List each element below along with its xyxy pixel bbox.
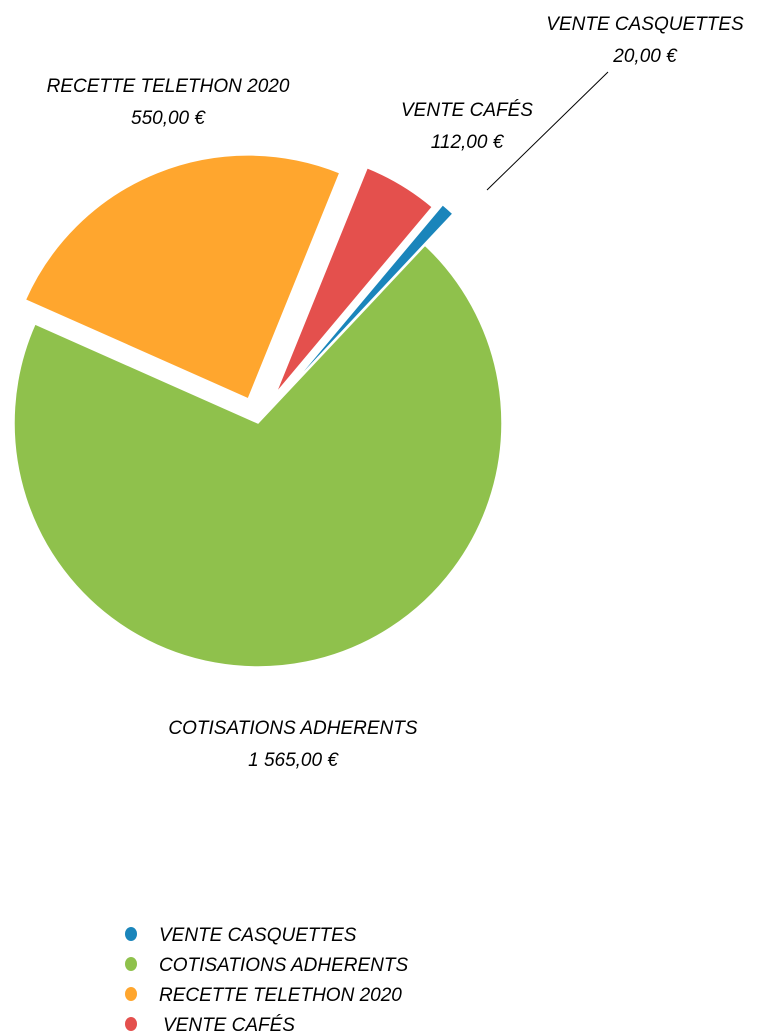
data-label-name-vente-casquettes: VENTE CASQUETTES (546, 14, 744, 35)
data-label-value-recette-telethon-2020: 550,00 € (131, 108, 206, 129)
data-label-name-recette-telethon-2020: RECETTE TELETHON 2020 (47, 76, 290, 97)
legend-entry-cotisations-adherents: COTISATIONS ADHERENTS (159, 955, 408, 976)
legend-entry-vente-casquettes: VENTE CASQUETTES (159, 925, 357, 946)
legend-marker-vente-casquettes (125, 927, 137, 941)
data-label-name-vente-cafes: VENTE CAFÉS (401, 100, 533, 121)
pie-slice-cotisations-adherents (13, 244, 503, 668)
pie-slice-vente-cafes (274, 166, 434, 395)
legend-marker-cotisations-adherents (125, 957, 137, 971)
legend-entry-recette-telethon-2020: RECETTE TELETHON 2020 (159, 985, 402, 1006)
data-label-value-vente-casquettes: 20,00 € (612, 46, 678, 67)
legend: VENTE CASQUETTES COTISATIONS ADHERENTS REC… (125, 925, 408, 1034)
legend-marker-recette-telethon-2020 (125, 987, 137, 1001)
pie-slice-recette-telethon-2020 (24, 154, 341, 400)
legend-marker-vente-cafes (125, 1017, 137, 1031)
legend-entry-vente-cafes: VENTE CAFÉS (163, 1015, 295, 1034)
leader-line-vente-casquettes (486, 71, 609, 191)
pie-slice-vente-casquettes (285, 203, 454, 393)
data-label-value-vente-cafes: 112,00 € (431, 132, 505, 153)
data-label-name-cotisations-adherents: COTISATIONS ADHERENTS (168, 718, 417, 739)
data-label-value-cotisations-adherents: 1 565,00 € (248, 750, 339, 771)
